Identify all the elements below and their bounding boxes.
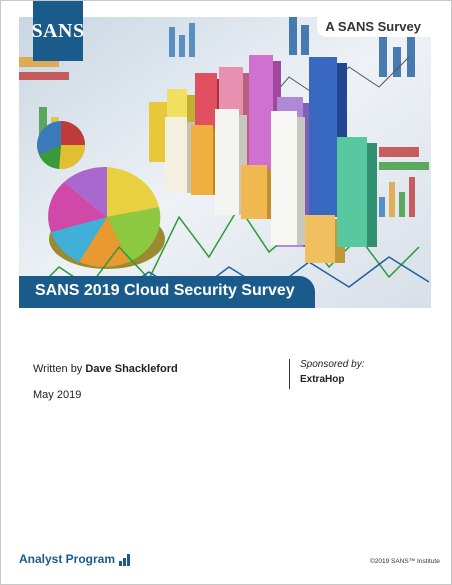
sans-logo: SANS: [31, 1, 84, 61]
cover-charts-illustration: [19, 17, 431, 308]
byline: Written by Dave Shackleford: [33, 363, 178, 375]
author-name: Dave Shackleford: [85, 363, 178, 375]
publication-date: May 2019: [33, 389, 82, 401]
written-by-label: Written by: [33, 363, 83, 375]
copyright-notice: ©2019 SANS™ Institute: [370, 558, 440, 565]
report-title: SANS 2019 Cloud Security Survey: [35, 282, 295, 299]
analyst-program-footer: Analyst Program: [19, 552, 131, 566]
sponsor-label: Sponsored by:: [300, 359, 365, 370]
sponsor-block: Sponsored by: ExtraHop: [289, 359, 365, 389]
title-banner: SANS 2019 Cloud Security Survey: [19, 276, 315, 308]
cover-illustration: [19, 17, 431, 308]
analyst-program-label: Analyst Program: [19, 552, 116, 566]
bar-chart-icon: [119, 554, 131, 566]
sponsor-name: ExtraHop: [300, 374, 345, 385]
survey-tag: A SANS Survey: [317, 17, 431, 37]
